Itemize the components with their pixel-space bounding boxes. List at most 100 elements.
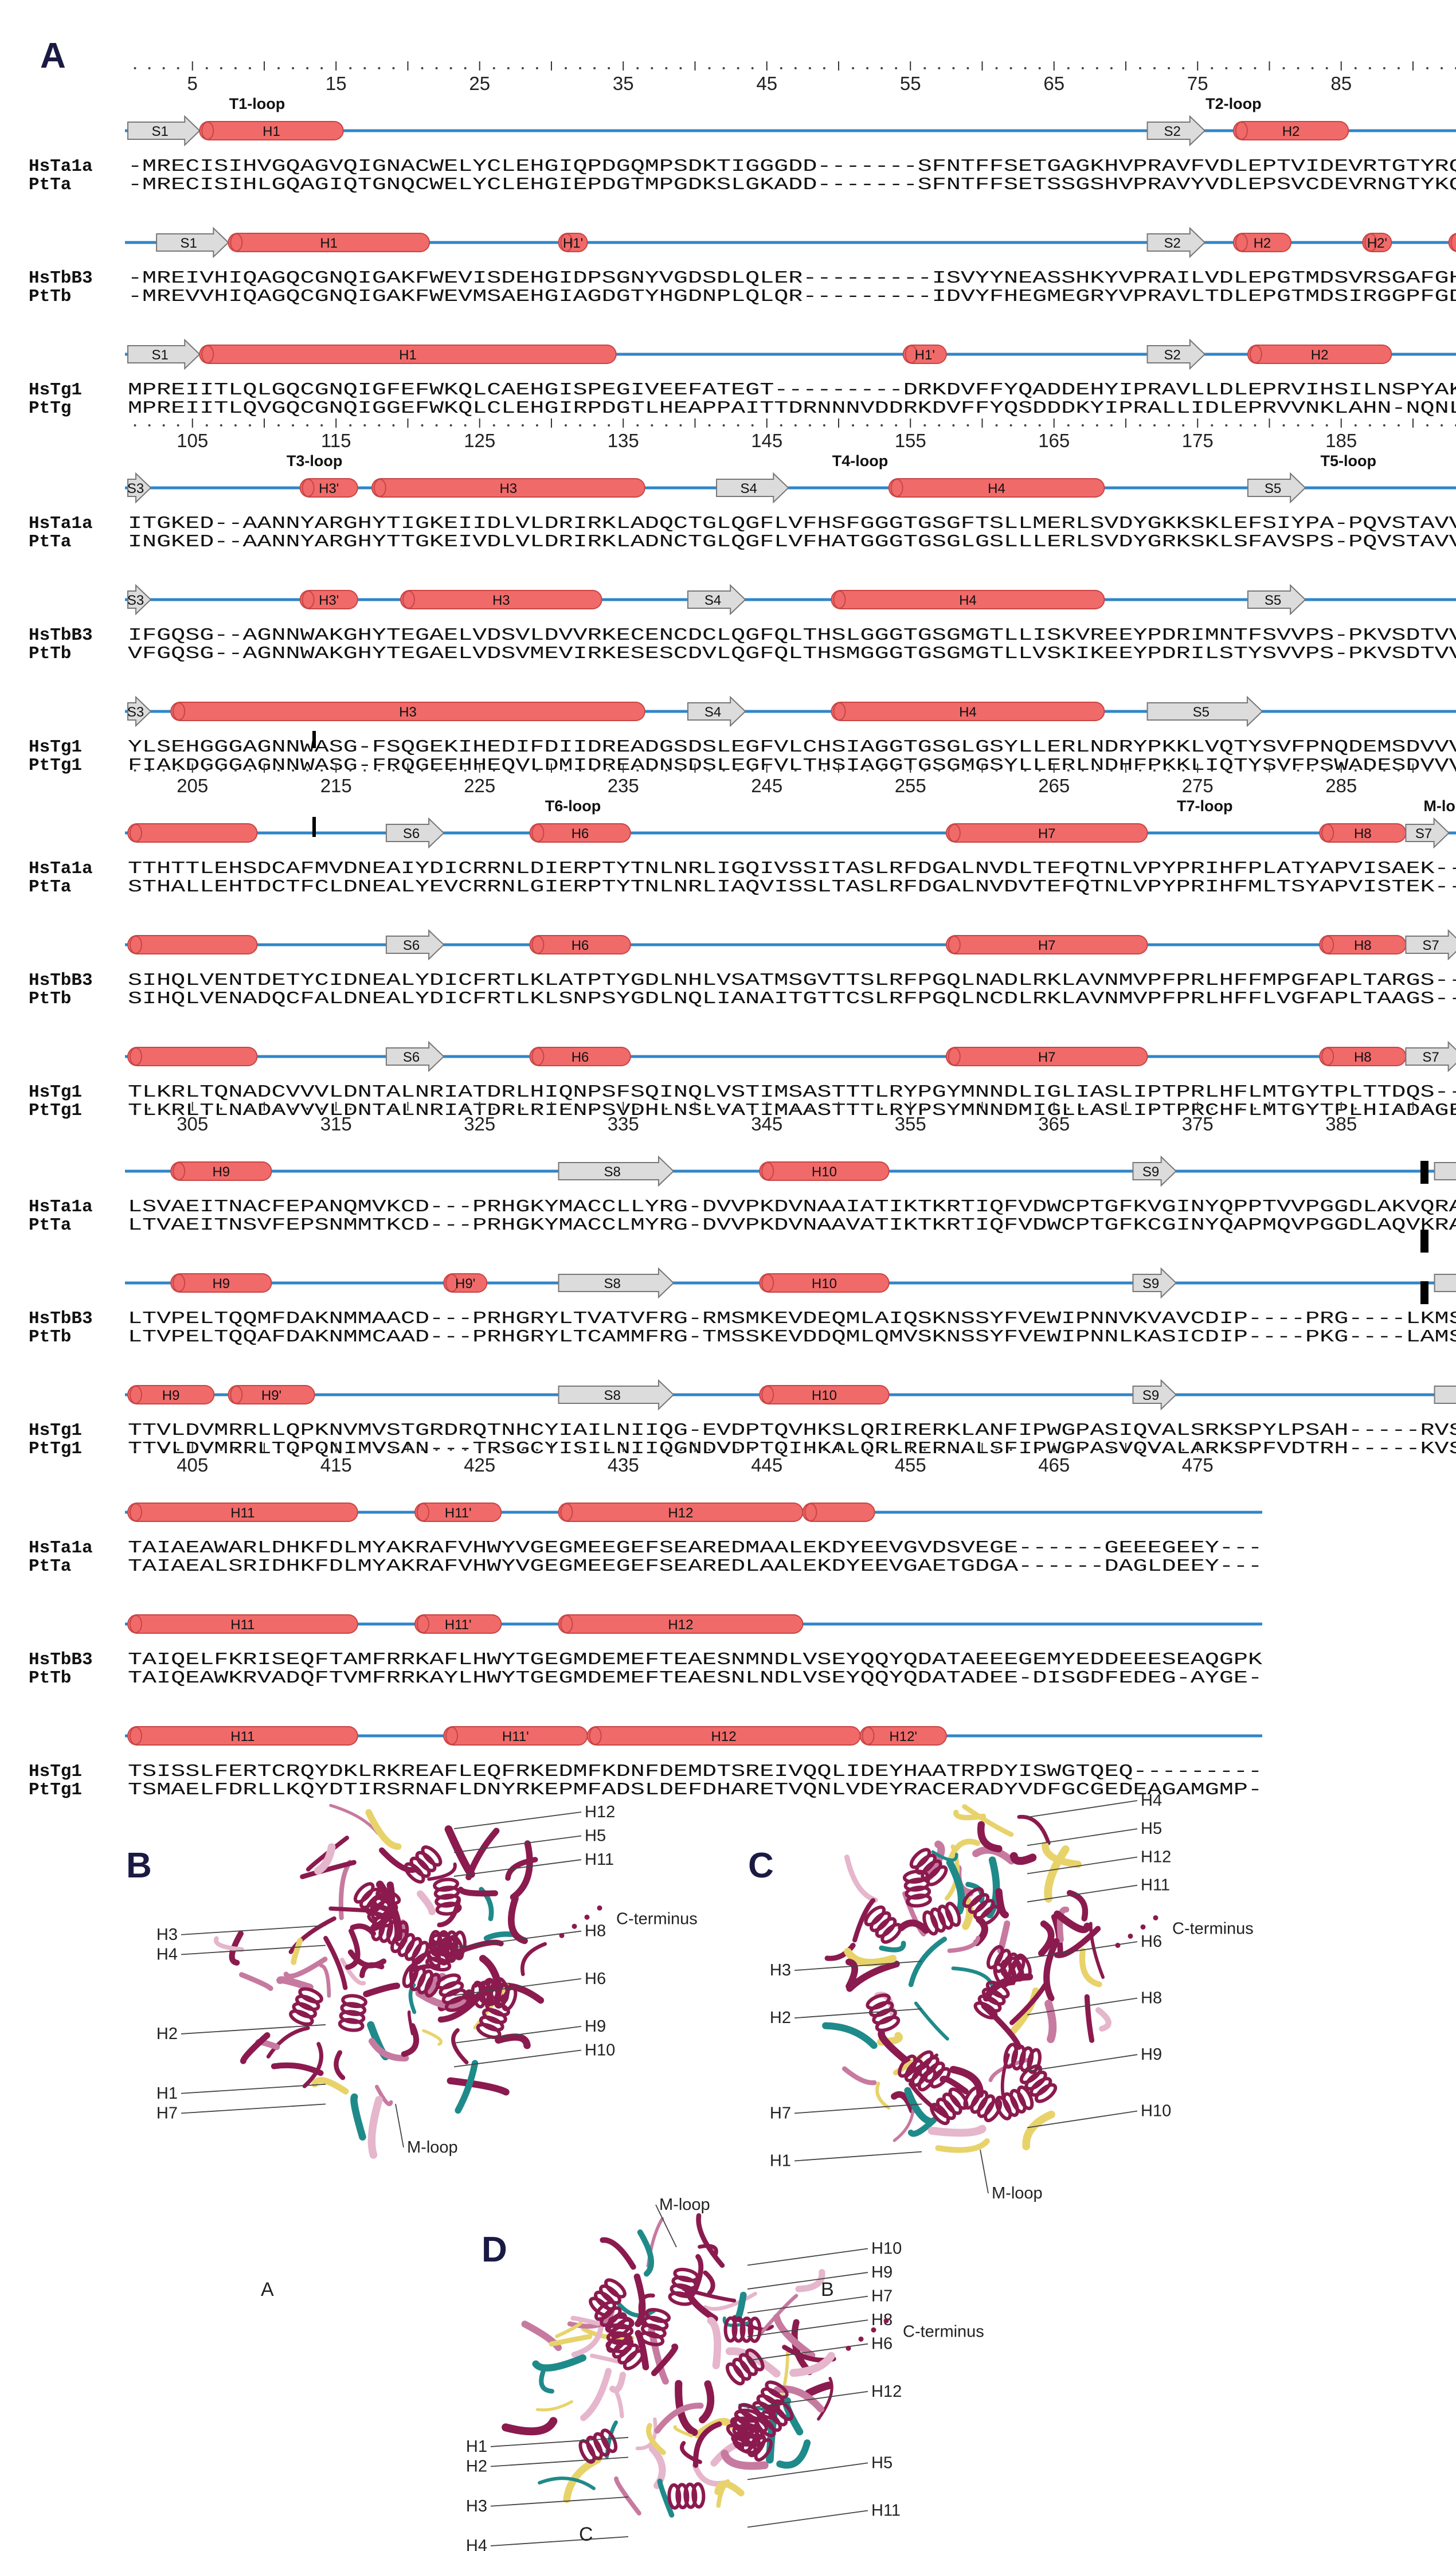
ribbon-strand <box>817 2377 833 2421</box>
ruler-number: 25 <box>469 73 490 94</box>
ruler-dot <box>1354 424 1357 427</box>
strand-S9 <box>1132 1379 1177 1411</box>
ruler-dot <box>1153 67 1156 69</box>
ribbon-strand <box>995 1888 1009 1919</box>
loop-label: T6-loop <box>545 797 601 815</box>
helix-label: H11' <box>445 1505 472 1521</box>
ribbon-strand <box>841 2066 877 2086</box>
ruler-dot <box>320 1108 323 1110</box>
ruler-dot <box>464 424 467 427</box>
ruler-dot <box>593 769 596 772</box>
panel-label-b: B <box>126 1846 152 1885</box>
ruler-number: 355 <box>895 1113 926 1134</box>
ruler-dot <box>292 424 295 427</box>
structure-sublabel-b: B <box>821 2279 834 2300</box>
coil-turn <box>929 2067 951 2089</box>
ribbon-strand <box>844 1854 878 1903</box>
helix-H4 <box>888 478 1105 498</box>
ruler-dot <box>363 1449 366 1451</box>
ruler-dot <box>1397 769 1400 772</box>
structure-label: H4 <box>156 1945 178 1963</box>
sequence-row: SIHQLVENADQCFALDNEALYDICFRTLKLSNPSYGDLNQ… <box>128 989 1456 1009</box>
ruler-number: 85 <box>1330 73 1352 94</box>
ribbon-strand <box>703 2291 757 2311</box>
ribbon-strand <box>804 2381 833 2397</box>
strand-S8 <box>558 1267 675 1299</box>
ruler-dot <box>608 67 610 69</box>
sequence-row: TTHTTLEHSDCAFMVDNEAIYDICRRNLDIERPTYTNLNR… <box>128 859 1456 879</box>
ruler-dot <box>1182 67 1185 69</box>
ruler-number: 55 <box>900 73 921 94</box>
ruler-dot <box>1282 769 1285 772</box>
strand-label: S1 <box>151 347 168 363</box>
boundary-marker <box>1420 1230 1428 1253</box>
ribbon-strand <box>521 2321 562 2352</box>
coil-turn <box>433 1885 460 1900</box>
helix-H1 <box>228 233 430 252</box>
ruler-dot <box>593 1108 596 1110</box>
ribbon-strand <box>1066 1889 1089 1922</box>
ruler-dot <box>679 424 682 427</box>
helix-H6 <box>529 1047 631 1066</box>
helix-label: H3 <box>499 481 517 496</box>
ruler-dot <box>162 1108 165 1110</box>
sequence-row: TTVLDVMRRLTQPQNIMVSAN---TRSGCYISILNIIQGN… <box>128 1439 1456 1459</box>
ruler-number: 185 <box>1325 430 1357 451</box>
helix-label: H3' <box>319 481 339 496</box>
ruler-dot <box>392 769 395 772</box>
structure-label: C-terminus <box>616 1910 698 1928</box>
ruler-number: 275 <box>1182 775 1214 796</box>
coil-turn <box>986 1944 1004 1970</box>
ruler-dot <box>1311 1108 1314 1110</box>
strand-S4 <box>687 695 746 727</box>
leader-line <box>181 2024 326 2034</box>
ribbon-strand <box>535 2400 573 2412</box>
ruler-dot <box>1282 424 1285 427</box>
helix-label: H1' <box>915 347 935 363</box>
coil-turn <box>599 2284 621 2305</box>
ribbon-strand <box>633 2273 646 2327</box>
strand-S5 <box>1146 695 1263 727</box>
ribbon-strand <box>1044 1845 1070 1903</box>
structure-sublabel-c: C <box>579 2523 593 2545</box>
coil-turn <box>440 1937 457 1963</box>
coil-turn <box>922 1910 939 1936</box>
ruler-dot <box>995 424 998 427</box>
leader-line <box>181 1924 326 1935</box>
ruler-dot <box>708 1449 711 1451</box>
helix-H3 <box>170 702 645 721</box>
ruler-dot <box>507 769 510 772</box>
ribbon-strand <box>444 1825 475 1879</box>
coil-turn <box>578 2439 596 2464</box>
species-label: PtTa <box>29 1215 71 1235</box>
sequence-row: TLKRLTLNADAVVVLDNTALNRIATDRLRIENPSVDHLNS… <box>128 1101 1456 1121</box>
coil-turn <box>970 2090 989 2114</box>
helix-H3 <box>400 590 602 609</box>
ruler-dot <box>923 769 926 772</box>
loop-label: T5-loop <box>1321 452 1376 469</box>
loop-label: M-loop <box>1423 797 1456 815</box>
panel-label-d: D <box>482 2230 507 2270</box>
strand-label: S6 <box>403 1050 420 1065</box>
ruler-dot <box>492 67 495 69</box>
ruler-dot <box>1182 424 1185 427</box>
helix-H3' <box>299 478 358 498</box>
ruler-number: 315 <box>320 1113 352 1134</box>
strand-S6 <box>385 929 445 961</box>
coil-turn <box>402 1963 419 1989</box>
helix-cap <box>173 1274 186 1292</box>
ruler-dot <box>823 769 825 772</box>
leader-line <box>490 2437 629 2447</box>
alignment-block-2: 105115125135145155165175185195T3-loopT4-… <box>29 418 1456 776</box>
leader-line <box>490 2496 629 2507</box>
ribbon-strand <box>616 2300 656 2318</box>
ribbon-strand <box>940 2075 969 2095</box>
ruler-dot <box>177 1108 179 1110</box>
ruler-dot <box>148 769 151 772</box>
helix-cap <box>1321 824 1334 842</box>
ruler-dot <box>363 67 366 69</box>
ruler-dot <box>1368 769 1371 772</box>
structure-label: H6 <box>585 1970 606 1988</box>
strand-S10 <box>1434 1274 1456 1292</box>
